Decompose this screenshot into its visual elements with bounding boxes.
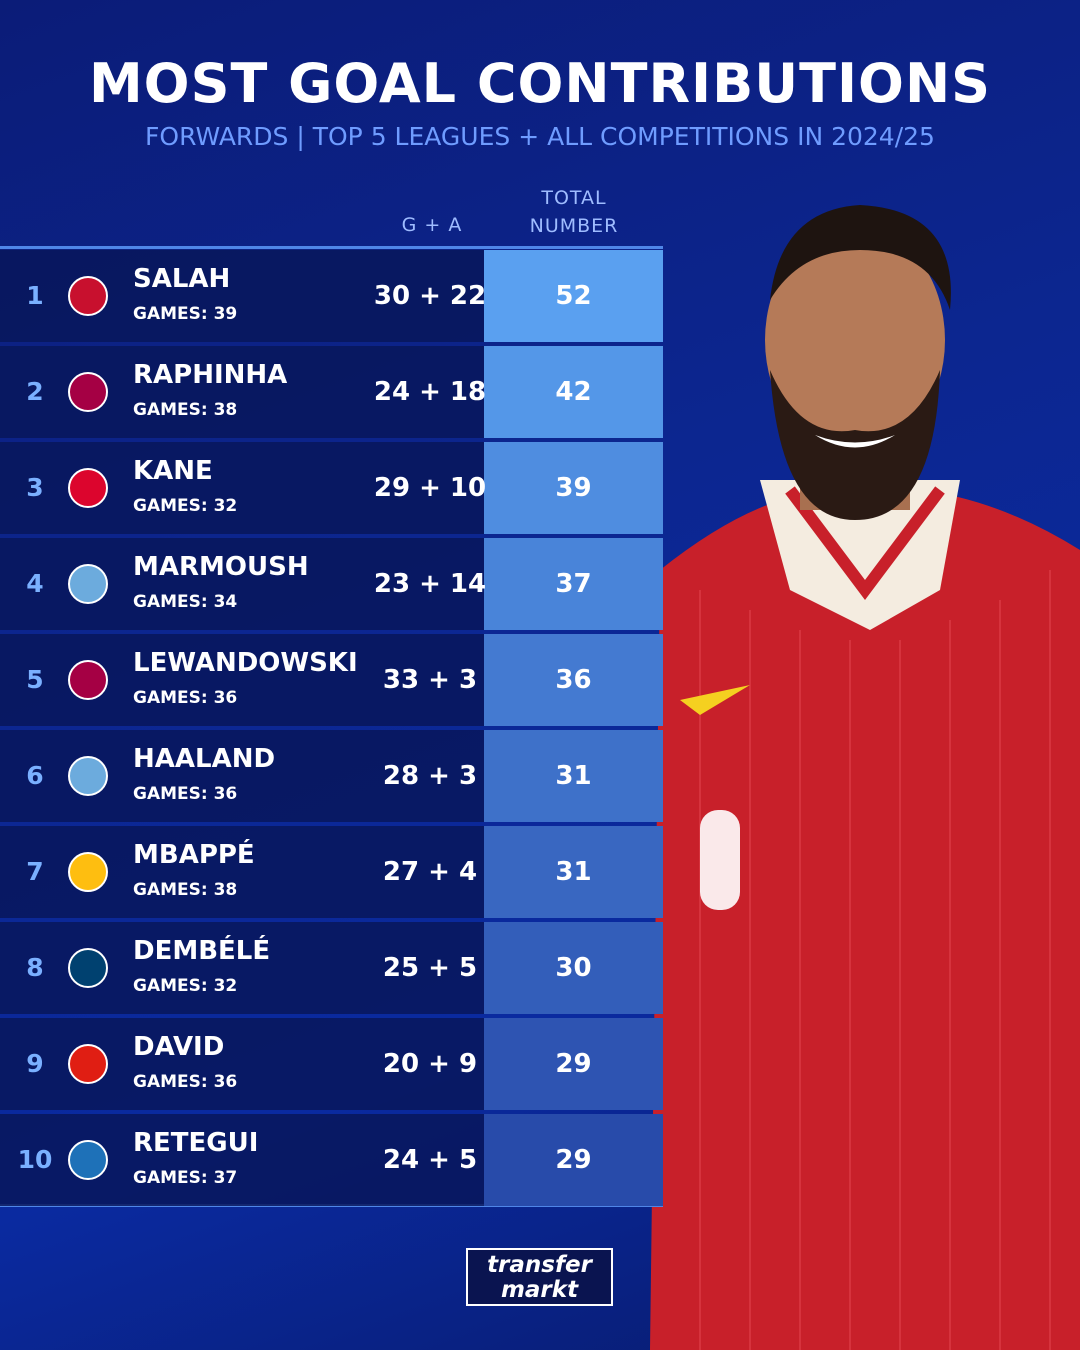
goals-assists: 29 + 10: [373, 473, 487, 503]
goals-assists: 24 + 18: [373, 377, 487, 407]
total-cell: [484, 442, 663, 534]
games: GAMES: 32: [133, 496, 238, 516]
player-name: KANE: [133, 456, 213, 486]
club-crest: [68, 564, 108, 604]
logo-text: transfer: [487, 1252, 592, 1278]
club-crest: [68, 660, 108, 700]
total: 30: [555, 953, 592, 983]
column-header: TOTAL NUMBER: [529, 187, 619, 237]
total: 42: [555, 377, 592, 407]
player-name: MBAPPÉ: [133, 840, 255, 870]
goals-assists: 23 + 14: [373, 569, 487, 599]
total: 36: [555, 665, 592, 695]
rank: 1: [26, 281, 44, 310]
total: 39: [555, 473, 592, 503]
total-cell: [484, 922, 663, 1014]
club-crest: [68, 1044, 108, 1084]
brand-logo: transfer markt: [466, 1248, 613, 1306]
player-name: DEMBÉLÉ: [133, 936, 271, 966]
rank: 8: [26, 953, 44, 982]
total-cell: [484, 250, 663, 342]
rank: 9: [26, 1049, 44, 1078]
title: MOST GOAL CONTRIBUTIONS: [88, 52, 992, 115]
total-cell: [484, 634, 663, 726]
club-crest: [68, 1140, 108, 1180]
games: GAMES: 34: [133, 592, 238, 612]
games: GAMES: 36: [133, 688, 238, 708]
player-name: RETEGUI: [133, 1128, 259, 1158]
total-cell: [484, 538, 663, 630]
total: 52: [555, 281, 592, 311]
total: 37: [555, 569, 592, 599]
goals-assists: 24 + 5: [382, 1145, 478, 1175]
rank: 5: [26, 665, 44, 694]
goals-assists: 27 + 4: [382, 857, 478, 887]
player-name: RAPHINHA: [133, 360, 288, 390]
total: 31: [555, 761, 592, 791]
total-cell: [484, 1114, 663, 1206]
total-cell: [484, 826, 663, 918]
rank: 4: [26, 569, 44, 598]
club-crest: [68, 948, 108, 988]
total: 29: [555, 1145, 592, 1175]
logo-text: markt: [500, 1277, 579, 1303]
divider: [0, 246, 663, 249]
goals-assists: 28 + 3: [382, 761, 478, 791]
games: GAMES: 36: [133, 1072, 238, 1092]
column-header: G + A: [401, 214, 463, 236]
rank: 2: [26, 377, 44, 406]
goals-assists: 20 + 9: [382, 1049, 478, 1079]
club-crest: [68, 372, 108, 412]
total-cell: [484, 346, 663, 438]
subtitle: FORWARDS | TOP 5 LEAGUES + ALL COMPETITI…: [145, 122, 935, 151]
goals-assists: 33 + 3: [382, 665, 478, 695]
games: GAMES: 36: [133, 784, 238, 804]
goals-assists: 25 + 5: [382, 953, 478, 983]
player-name: SALAH: [133, 264, 231, 294]
club-crest: [68, 852, 108, 892]
games: GAMES: 32: [133, 976, 238, 996]
player-name: HAALAND: [133, 744, 276, 774]
games: GAMES: 39: [133, 304, 238, 324]
player-photo: [650, 205, 1080, 1350]
goals-assists: 30 + 22: [373, 281, 487, 311]
club-crest: [68, 756, 108, 796]
player-name: LEWANDOWSKI: [133, 648, 358, 678]
rank: 6: [26, 761, 44, 790]
rank: 3: [26, 473, 44, 502]
club-crest: [68, 276, 108, 316]
rank: 7: [26, 857, 44, 886]
player-name: DAVID: [133, 1032, 225, 1062]
games: GAMES: 38: [133, 880, 238, 900]
club-crest: [68, 468, 108, 508]
total-cell: [484, 730, 663, 822]
player-name: MARMOUSH: [133, 552, 309, 582]
games: GAMES: 38: [133, 400, 238, 420]
rank: 10: [17, 1145, 53, 1174]
total: 29: [555, 1049, 592, 1079]
total: 31: [555, 857, 592, 887]
games: GAMES: 37: [133, 1168, 238, 1188]
total-cell: [484, 1018, 663, 1110]
